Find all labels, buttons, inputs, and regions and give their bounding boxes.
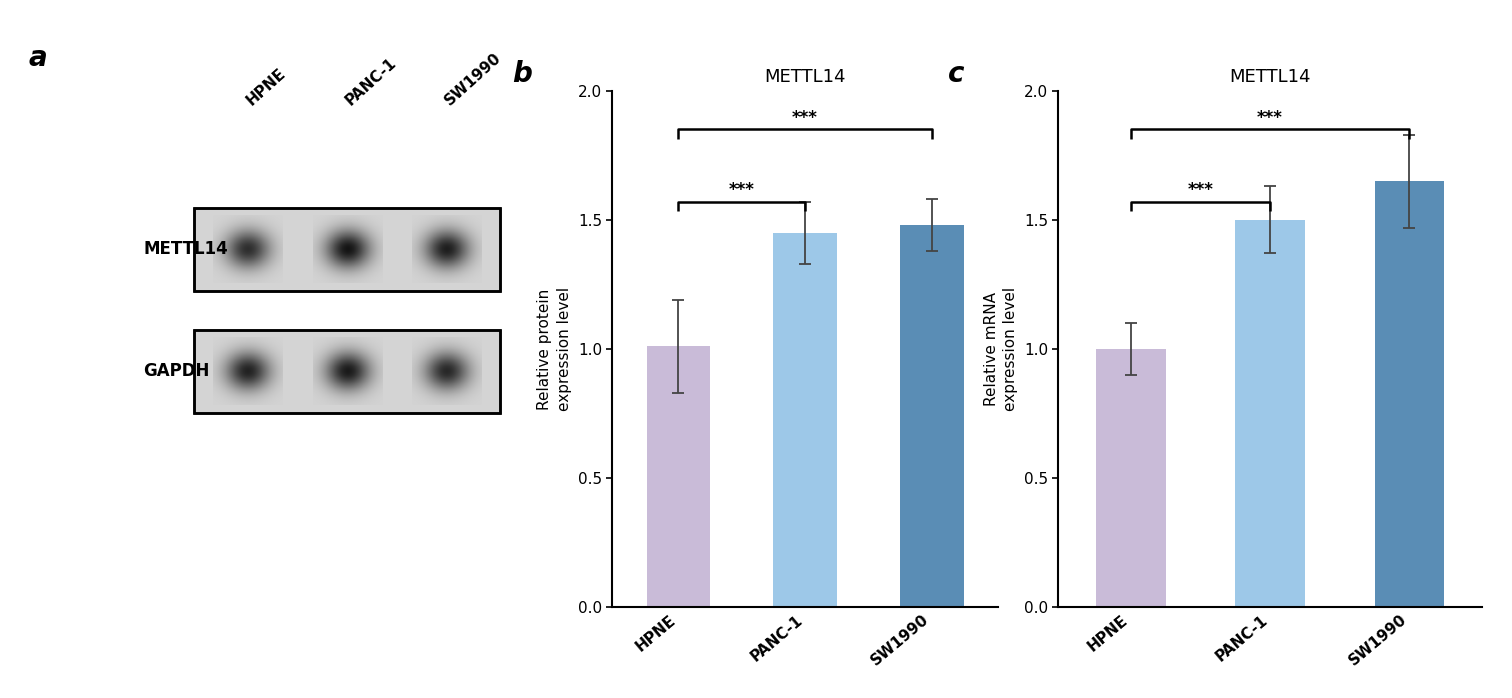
Bar <box>195 208 500 291</box>
Y-axis label: Relative mRNA
expression level: Relative mRNA expression level <box>983 287 1018 411</box>
Text: ***: *** <box>792 109 818 127</box>
Bar <box>1235 220 1305 607</box>
Text: b: b <box>513 60 532 88</box>
Bar <box>1374 181 1444 607</box>
Bar <box>774 233 836 607</box>
Y-axis label: Relative protein
expression level: Relative protein expression level <box>537 287 572 411</box>
Text: HPNE: HPNE <box>243 66 289 108</box>
Text: ***: *** <box>729 181 754 199</box>
Bar <box>195 208 500 291</box>
Bar <box>900 225 963 607</box>
Title: METTL14: METTL14 <box>765 68 845 87</box>
Text: PANC-1: PANC-1 <box>343 55 399 108</box>
Text: ***: *** <box>1256 109 1284 127</box>
Title: METTL14: METTL14 <box>1229 68 1311 87</box>
Text: a: a <box>29 44 47 72</box>
Text: GAPDH: GAPDH <box>144 362 210 380</box>
Text: SW1990: SW1990 <box>442 50 505 108</box>
Bar <box>1096 349 1166 607</box>
Bar <box>195 330 500 413</box>
Text: METTL14: METTL14 <box>144 241 228 258</box>
Text: c: c <box>948 60 965 88</box>
Bar <box>195 330 500 413</box>
Text: ***: *** <box>1187 181 1214 199</box>
Bar <box>647 346 711 607</box>
